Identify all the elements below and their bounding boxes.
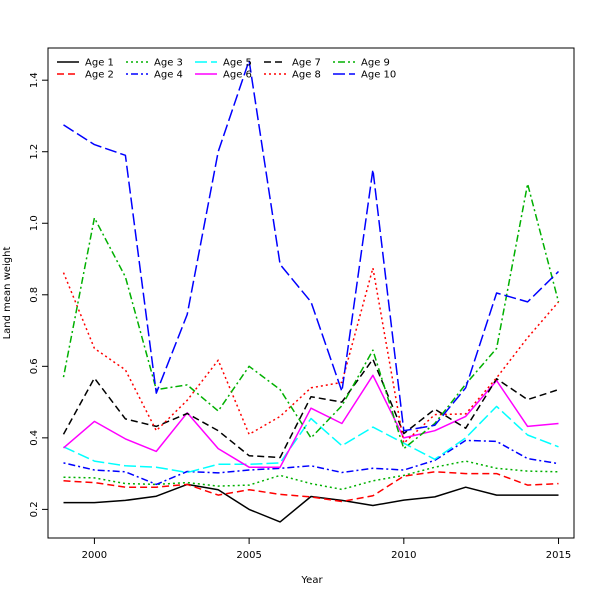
x-tick-label: 2000 [82,550,107,561]
series-line-age-2 [63,471,559,503]
series-line-age-6 [63,374,559,468]
series-line-age-3 [63,460,559,491]
series-line-age-8 [62,267,560,444]
y-tick-label: 0.4 [29,430,40,446]
y-tick-label: 0.8 [29,287,40,303]
legend-label: Age 7 [292,58,321,69]
y-tick-label: 0.2 [29,501,40,517]
series-line-age-5 [63,405,559,474]
y-tick-label: 1.2 [29,144,40,160]
x-axis: 2000 2005 2010 2015 [82,538,571,561]
series-line-age-7 [62,358,559,459]
x-axis-title: Year [300,575,323,586]
x-tick-label: 2015 [546,550,571,561]
legend-label: Age 10 [361,70,396,81]
legend-label: Age 2 [85,70,114,81]
legend-label: Age 8 [292,70,321,81]
plot-frame [47,47,575,539]
series-line-age-4 [63,439,559,486]
series-line-age-9 [62,183,560,450]
y-tick-label: 0.6 [29,358,40,374]
legend-label: Age 6 [223,70,252,81]
series-line-age-1 [63,483,559,523]
legend-label: Age 4 [154,70,183,81]
y-axis: 0.2 0.4 0.6 0.8 1.0 1.2 1.4 [29,72,48,517]
legend-label: Age 1 [85,58,114,69]
series-layer [62,59,560,523]
y-tick-label: 1.0 [29,215,40,231]
legend-label: Age 3 [154,58,183,69]
x-tick-label: 2010 [391,550,416,561]
series-line-age-10 [63,59,560,432]
legend-label: Age 5 [223,58,252,69]
legend-label: Age 9 [361,58,390,69]
y-tick-label: 1.4 [29,72,40,88]
x-tick-label: 2005 [236,550,261,561]
y-axis-title: Land mean weight [2,247,13,340]
